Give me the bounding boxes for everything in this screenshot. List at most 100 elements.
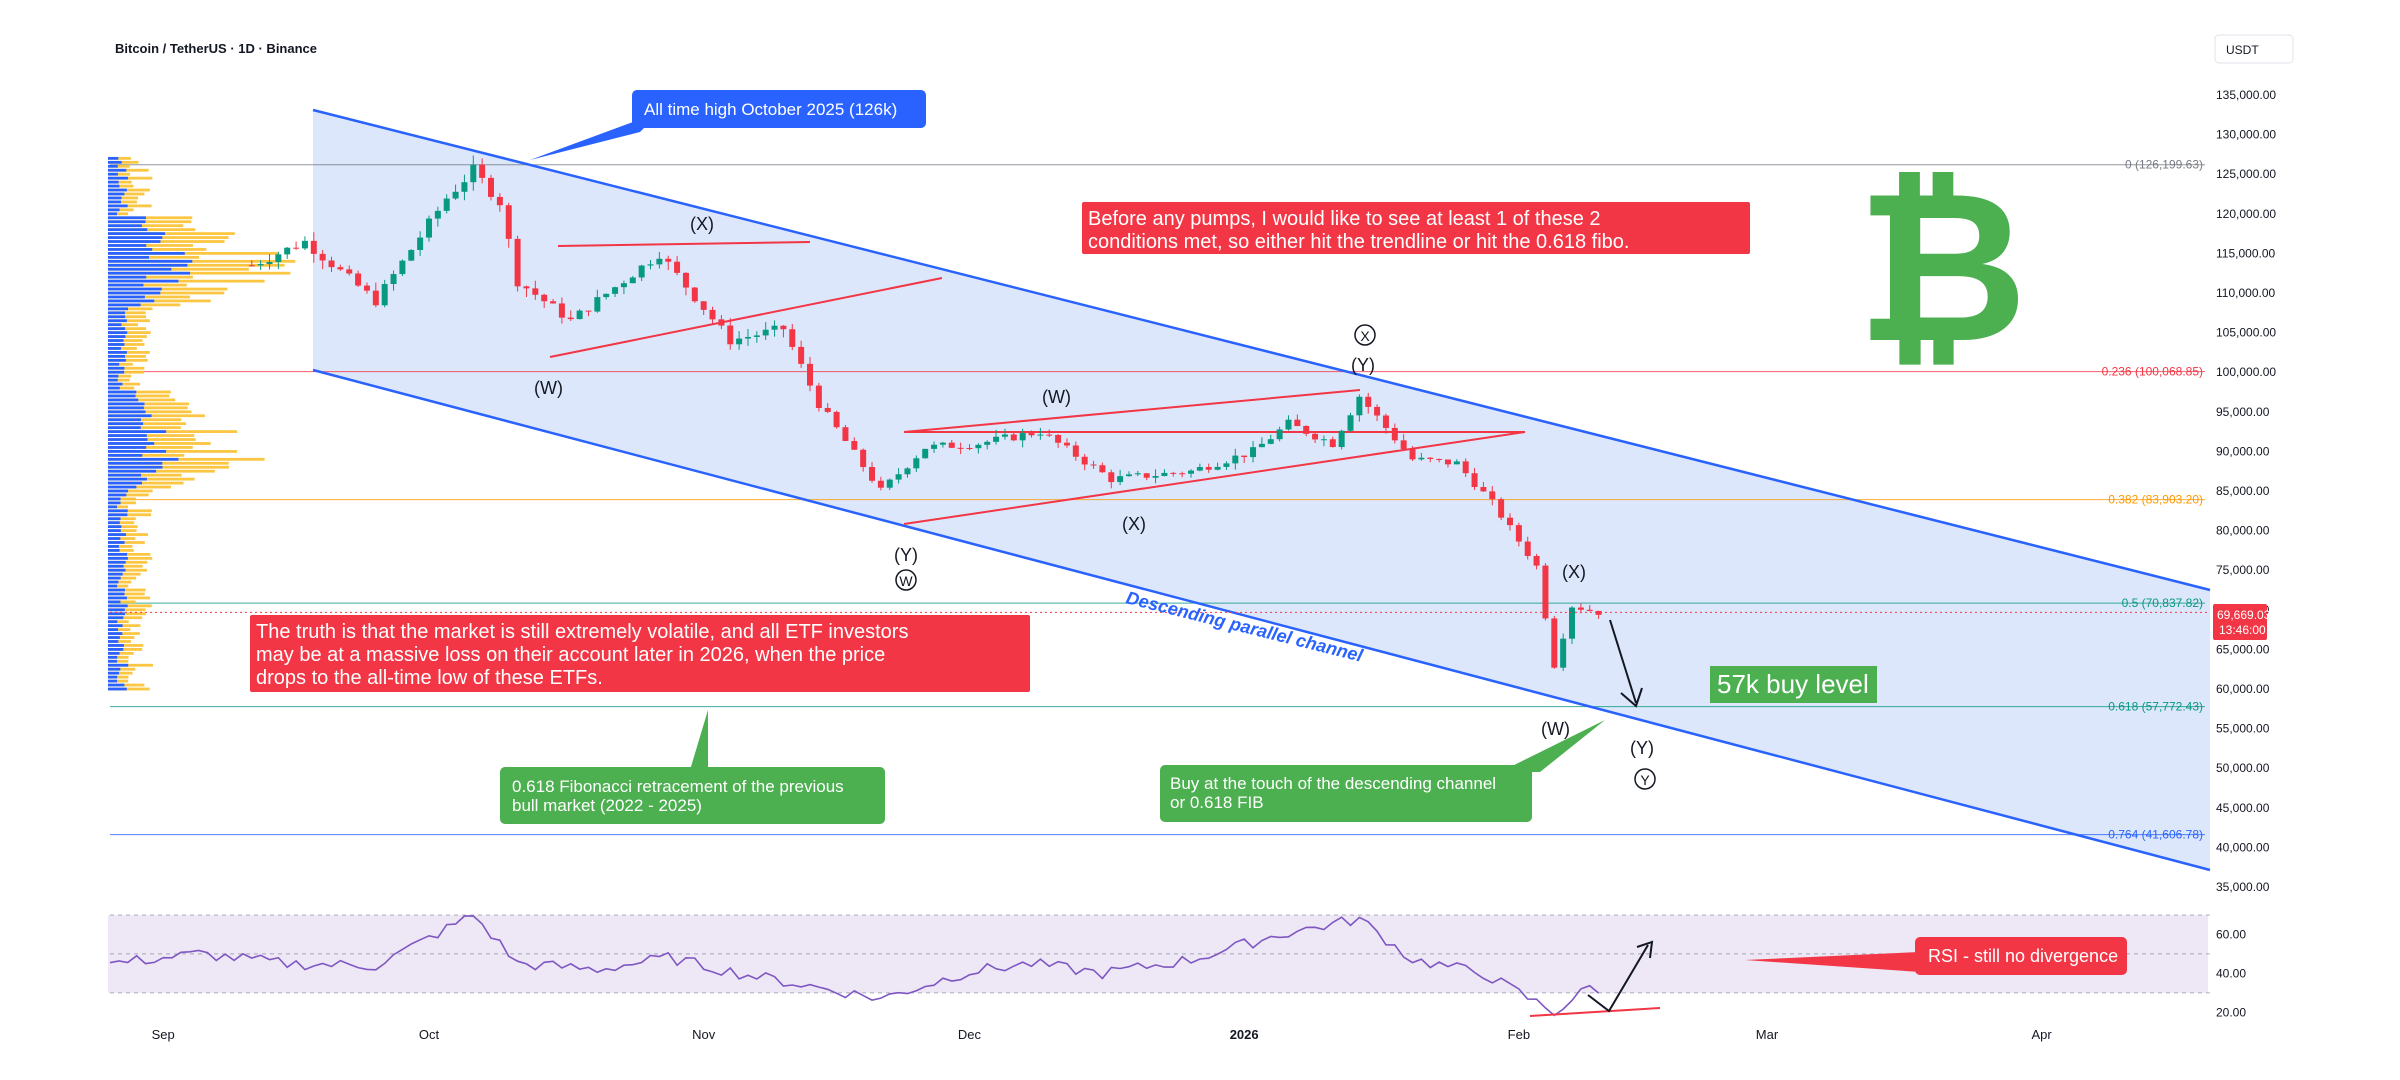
price-tick-label: 115,000.00 (2216, 246, 2275, 260)
volume-bar-up (108, 683, 125, 687)
triangle2-lower-line[interactable] (903, 431, 1526, 525)
volume-bar (108, 679, 129, 683)
volume-bar (108, 529, 137, 532)
volume-bar (108, 394, 170, 398)
volume-bar (108, 552, 151, 556)
volume-bar (108, 390, 171, 394)
candle-body (461, 182, 468, 192)
currency-badge[interactable] (2214, 34, 2294, 64)
wave-circle-x (1354, 324, 1376, 346)
candle-body (682, 272, 689, 288)
volume-bar (108, 442, 211, 445)
pumps-note-box[interactable] (1082, 202, 1750, 254)
volume-bar (108, 418, 182, 422)
volume-bar (108, 228, 196, 232)
volatility-note-box[interactable] (250, 615, 1030, 692)
fibonacci-retracement[interactable]: 0 (126,199.63) 0.236 (100,068.85) 0.382 (8… (110, 158, 2205, 842)
rsi-pane[interactable] (108, 914, 2210, 1017)
price-tick-label: 110,000.00 (2216, 286, 2275, 300)
volume-bar-up (108, 608, 125, 612)
volume-bar (108, 172, 131, 176)
volume-bar (108, 608, 146, 612)
price-tick-label: 50,000.00 (2216, 761, 2270, 775)
fib-callout-box[interactable] (500, 767, 885, 824)
triangle-patterns[interactable] (549, 241, 1525, 433)
volume-bar (108, 224, 184, 228)
candle-body (390, 274, 397, 285)
volume-bar (108, 160, 139, 164)
volume-bar (108, 358, 148, 362)
buy-callout-line2: or 0.618 FIB (1170, 793, 1264, 812)
price-tick-label: 80,000.00 (2216, 524, 2270, 538)
candle-body (1436, 458, 1443, 460)
volume-bar (108, 275, 193, 279)
buy-callout-box[interactable] (1160, 765, 1532, 822)
price-axis[interactable]: 135,000.00 130,000.00 125,000.00 120,000.00… (2216, 88, 2276, 894)
volume-bar-up (108, 184, 120, 188)
channel-upper-line[interactable] (312, 108, 2211, 592)
volume-bar-up (108, 267, 172, 271)
candle-body (1303, 426, 1310, 434)
volume-bar-up (108, 291, 161, 295)
candle-body (1205, 467, 1212, 470)
rsi-note-box[interactable] (1915, 937, 2127, 975)
volume-bar (108, 236, 229, 239)
candle-body (931, 444, 938, 449)
buy-level-text: 57k buy level (1717, 669, 1869, 699)
volume-bar (108, 473, 182, 477)
fib-callout-pointer (690, 710, 708, 770)
volume-bar (108, 517, 136, 521)
pumps-note-line1: Before any pumps, I would like to see at… (1088, 208, 1601, 230)
volume-bar (108, 430, 238, 433)
volume-bar-up (108, 679, 118, 683)
volume-bar (108, 319, 150, 323)
volume-bar-up (108, 386, 120, 390)
candle-body (1356, 396, 1363, 416)
volume-bar-up (108, 188, 127, 192)
volume-bar-up (108, 446, 147, 449)
volume-bar-up (108, 303, 141, 307)
buy-level-box[interactable] (1710, 666, 1877, 703)
volume-bar (108, 465, 229, 469)
candle-body (310, 240, 317, 254)
triangle2-upper-line[interactable] (903, 389, 1361, 433)
candle-body (328, 260, 335, 268)
wave-label-x-circled: X (1360, 328, 1370, 344)
candle-body (1161, 472, 1168, 476)
candle-body (753, 335, 760, 337)
candle-body (1418, 457, 1425, 460)
volume-bar (108, 687, 150, 691)
candle-body (541, 294, 548, 302)
volume-bar (108, 481, 184, 485)
volume-bar (108, 248, 207, 251)
volume-bar-up (108, 410, 146, 414)
channel-lower-line[interactable] (312, 368, 2211, 872)
price-tick-label: 130,000.00 (2216, 128, 2276, 142)
volume-bar-up (108, 620, 118, 624)
volume-bar-up (108, 228, 148, 232)
volume-bar (108, 291, 225, 295)
volume-bar (108, 497, 136, 501)
volume-bar (108, 612, 146, 616)
volume-bar (108, 533, 148, 536)
price-tick-label: 60,000.00 (2216, 682, 2270, 696)
volume-bar-up (108, 319, 127, 323)
volume-bar-up (108, 240, 161, 243)
candle-body (1081, 456, 1088, 465)
volume-bar-up (108, 537, 121, 540)
time-axis[interactable]: Sep Oct Nov Dec 2026 Feb Mar Apr (152, 1027, 2053, 1042)
volume-bar (108, 628, 131, 631)
ath-callout-box[interactable] (632, 90, 926, 128)
volume-bar-up (108, 168, 127, 172)
volume-bar-up (108, 481, 142, 485)
candle-body (612, 287, 619, 294)
volume-bar-up (108, 453, 143, 457)
volume-bar-up (108, 663, 129, 667)
candle-body (1072, 445, 1079, 457)
volume-bar (108, 156, 131, 160)
volume-bar-up (108, 252, 185, 255)
volume-bar (108, 164, 130, 168)
candle-body (647, 264, 654, 266)
candle-body (815, 385, 822, 408)
